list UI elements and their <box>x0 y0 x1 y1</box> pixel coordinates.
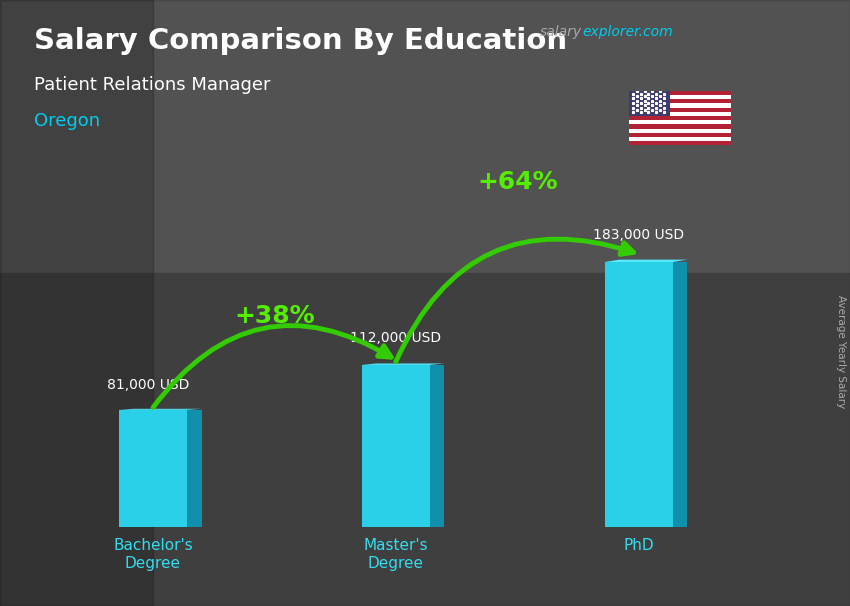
Polygon shape <box>604 259 688 262</box>
Bar <box>629 95 731 99</box>
Text: salary: salary <box>540 25 582 39</box>
Bar <box>0 0 850 273</box>
Bar <box>629 128 731 133</box>
Bar <box>629 91 731 95</box>
Bar <box>0 273 850 606</box>
Text: explorer.com: explorer.com <box>582 25 673 39</box>
Bar <box>604 262 672 527</box>
Bar <box>629 116 731 120</box>
Polygon shape <box>672 262 688 527</box>
Bar <box>629 137 731 141</box>
Bar <box>629 108 731 112</box>
Bar <box>629 91 670 116</box>
Polygon shape <box>119 409 201 410</box>
Text: Salary Comparison By Education: Salary Comparison By Education <box>34 27 567 55</box>
Text: +64%: +64% <box>477 170 558 195</box>
Bar <box>629 112 731 116</box>
Bar <box>629 120 731 124</box>
Text: 81,000 USD: 81,000 USD <box>107 379 190 393</box>
Polygon shape <box>362 364 445 365</box>
Bar <box>629 141 731 145</box>
Bar <box>629 99 731 104</box>
Text: Patient Relations Manager: Patient Relations Manager <box>34 76 270 94</box>
Bar <box>629 124 731 128</box>
Text: 112,000 USD: 112,000 USD <box>349 331 441 345</box>
Bar <box>629 133 731 137</box>
Text: Average Yearly Salary: Average Yearly Salary <box>836 295 846 408</box>
Text: Oregon: Oregon <box>34 112 100 130</box>
Polygon shape <box>187 410 201 527</box>
Text: 183,000 USD: 183,000 USD <box>592 228 683 242</box>
Polygon shape <box>430 365 445 527</box>
Bar <box>119 410 187 527</box>
Bar <box>629 104 731 108</box>
Bar <box>362 365 430 527</box>
Bar <box>0 0 153 606</box>
Text: +38%: +38% <box>234 304 314 328</box>
